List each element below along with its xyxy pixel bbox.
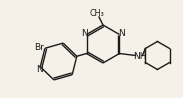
Text: Br: Br [34,43,44,52]
Text: N: N [81,29,87,38]
Text: CH₃: CH₃ [90,9,104,18]
Text: N: N [36,65,43,74]
Text: N: N [119,29,125,38]
Text: NH: NH [133,52,146,61]
